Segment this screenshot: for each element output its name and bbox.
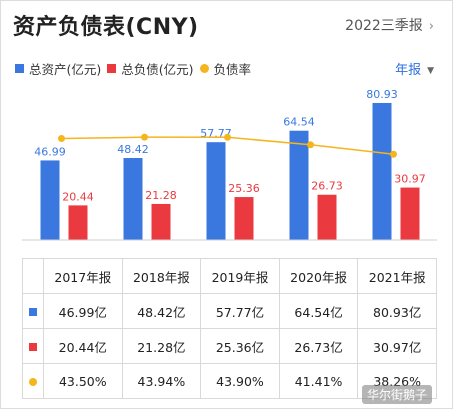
period-label: 2022三季报 <box>345 18 423 34</box>
table-cell: 30.97亿 <box>357 328 437 364</box>
liabilities-data-label: 30.97 <box>394 173 426 186</box>
ratio-point <box>390 150 397 158</box>
assets-data-label: 46.99 <box>34 145 66 158</box>
liabilities-data-label: 20.44 <box>62 190 94 203</box>
table-header-row: 2017年报 2018年报 2019年报 2020年报 2021年报 <box>22 258 437 294</box>
liabilities-marker-icon <box>29 342 37 351</box>
liabilities-bar <box>317 194 337 240</box>
legend-swatch-ratio <box>199 64 209 73</box>
assets-data-label: 48.42 <box>117 143 149 156</box>
table-cell: 57.77亿 <box>200 293 280 329</box>
assets-bar <box>289 130 309 240</box>
year-header: 2020年报 <box>278 258 359 294</box>
chart-legend: 总资产(亿元) 总负债(亿元) 负债率 <box>15 59 257 78</box>
legend-label-assets: 总资产(亿元) <box>29 62 102 77</box>
ratio-point <box>307 141 314 149</box>
table-cell: 20.44亿 <box>43 328 123 364</box>
year-header: 2017年报 <box>43 258 123 294</box>
table-cell: 64.54亿 <box>278 293 359 329</box>
caret-down-icon: ▼ <box>427 66 434 76</box>
assets-bar <box>372 102 392 240</box>
table-row-liabilities: 20.44亿 21.28亿 25.36亿 26.73亿 30.97亿 <box>22 328 437 364</box>
table-cell: 25.36亿 <box>200 328 280 364</box>
legend-swatch-assets <box>15 64 24 73</box>
chart-line <box>58 133 397 158</box>
assets-data-label: 80.93 <box>366 88 398 101</box>
table-cell: 26.73亿 <box>278 328 359 364</box>
assets-marker-icon <box>29 307 37 316</box>
legend-label-ratio: 负债率 <box>213 62 252 77</box>
table-corner <box>22 258 44 294</box>
table-cell: 80.93亿 <box>357 293 437 329</box>
year-header: 2018年报 <box>121 258 202 294</box>
liabilities-data-label: 26.73 <box>311 180 343 193</box>
row-marker <box>22 363 44 399</box>
frequency-dropdown[interactable]: 年报 ▼ <box>395 59 434 78</box>
liabilities-data-label: 21.28 <box>145 189 177 202</box>
assets-bar <box>123 158 143 240</box>
row-marker <box>22 293 44 329</box>
assets-bar <box>206 142 226 240</box>
period-selector[interactable]: 2022三季报 › <box>345 15 434 35</box>
watermark: 华尔街鹅子 <box>361 385 432 404</box>
year-header: 2019年报 <box>200 258 280 294</box>
table-cell: 43.94% <box>121 363 202 399</box>
ratio-point <box>141 133 148 141</box>
ratio-marker-icon <box>29 377 37 386</box>
liabilities-bar <box>234 197 254 240</box>
data-table: 2017年报 2018年报 2019年报 2020年报 2021年报 46.99… <box>22 258 437 399</box>
legend-item-ratio: 负债率 <box>199 59 252 78</box>
bar-line-chart: 46.9920.4448.4221.2857.7725.3664.5426.73… <box>22 88 437 241</box>
table-row-assets: 46.99亿 48.42亿 57.77亿 64.54亿 80.93亿 <box>22 293 437 329</box>
legend-item-assets: 总资产(亿元) <box>15 59 101 78</box>
ratio-point <box>224 133 231 141</box>
table-cell: 46.99亿 <box>43 293 123 329</box>
table-row-ratio: 43.50% 43.94% 43.90% 41.41% 38.26% <box>22 363 437 399</box>
liabilities-data-label: 25.36 <box>228 182 260 195</box>
frequency-label: 年报 <box>395 63 422 78</box>
liabilities-bar <box>151 203 171 240</box>
table-cell: 21.28亿 <box>121 328 202 364</box>
year-header: 2021年报 <box>357 258 437 294</box>
table-cell: 43.50% <box>43 363 123 399</box>
legend-label-liabilities: 总负债(亿元) <box>121 62 194 77</box>
assets-data-label: 64.54 <box>283 116 315 129</box>
legend-item-liabilities: 总负债(亿元) <box>107 59 194 78</box>
assets-bar <box>40 160 60 240</box>
chart-bars: 46.9920.4448.4221.2857.7725.3664.5426.73… <box>22 88 437 241</box>
table-cell: 48.42亿 <box>121 293 202 329</box>
table-cell: 43.90% <box>200 363 280 399</box>
legend-swatch-liabilities <box>107 64 117 73</box>
ratio-point <box>58 135 65 142</box>
table-cell: 41.41% <box>278 363 359 399</box>
row-marker <box>22 328 44 364</box>
liabilities-bar <box>400 187 420 240</box>
page-title: 资产负债表(CNY) <box>13 15 199 40</box>
liabilities-bar <box>68 205 88 240</box>
chevron-right-icon: › <box>428 19 434 34</box>
